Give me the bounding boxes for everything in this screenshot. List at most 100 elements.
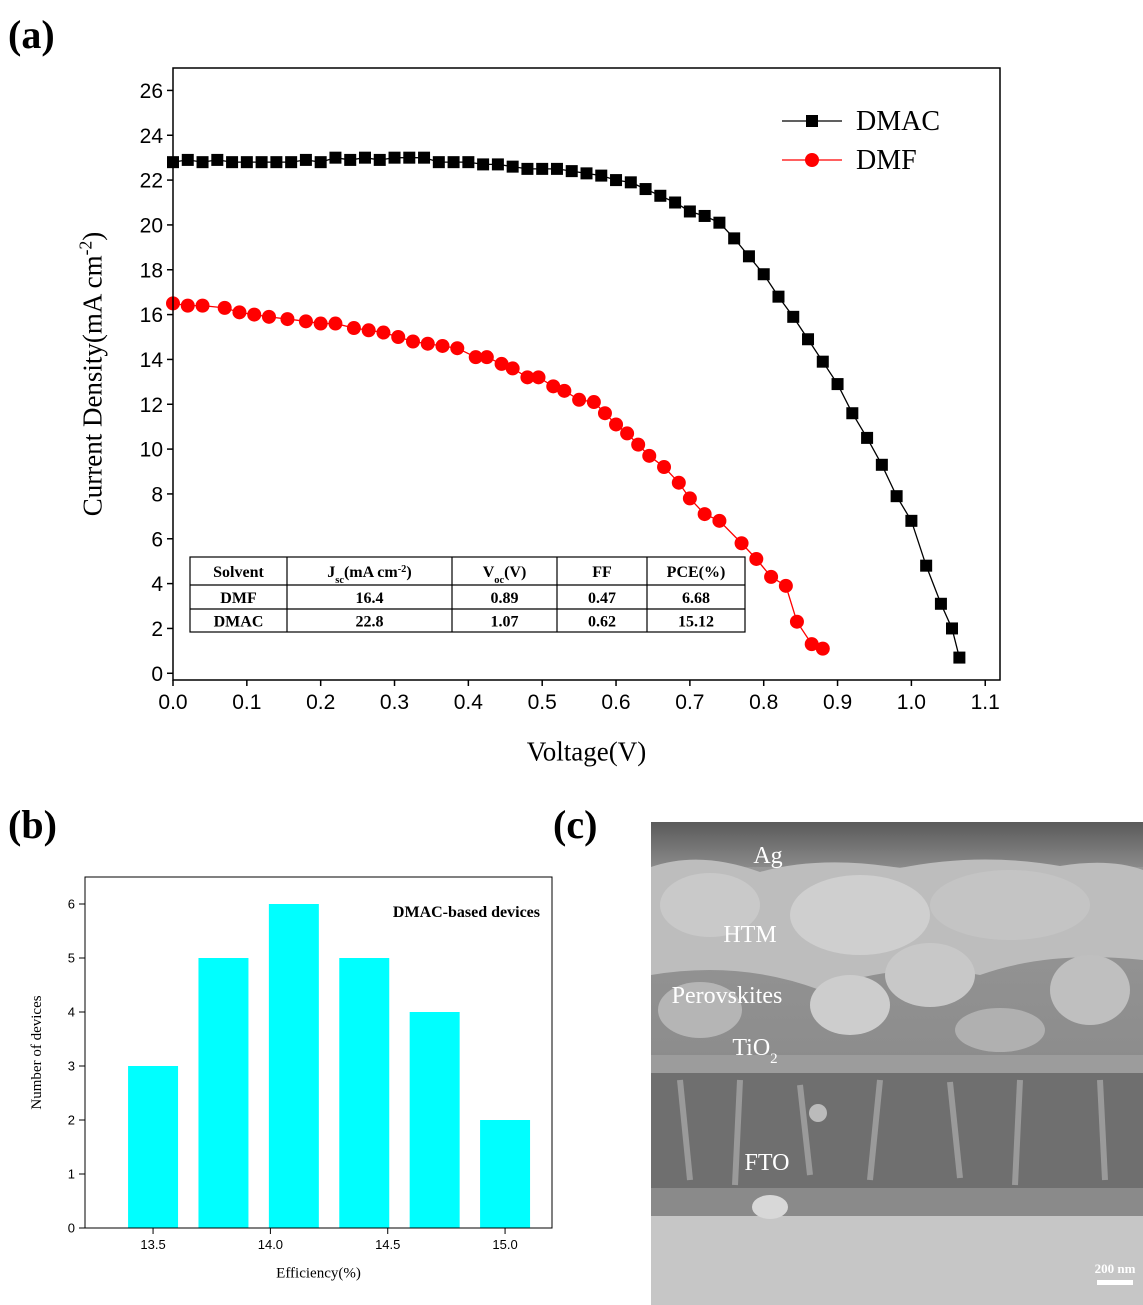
y-tick-label: 3: [68, 1059, 75, 1074]
series-line: [172, 302, 824, 650]
marker: [831, 378, 844, 391]
marker: [595, 169, 608, 182]
marker: [344, 153, 357, 166]
x-tick-label: 14.5: [375, 1237, 400, 1252]
x-tick-label: 0.7: [675, 691, 704, 714]
marker: [462, 156, 475, 169]
marker: [846, 407, 859, 420]
bar: [128, 1066, 179, 1228]
text-part: ): [78, 232, 108, 241]
x-tick-label: 0.1: [232, 691, 261, 714]
marker: [247, 307, 262, 322]
panel-label: (b): [8, 802, 57, 847]
x-tick-label: 0.6: [601, 691, 630, 714]
marker: [226, 156, 239, 169]
marker: [624, 176, 637, 189]
marker: [787, 310, 800, 323]
marker: [196, 156, 209, 169]
layer-label: Ag: [753, 843, 782, 869]
table-cell: 1.07: [491, 614, 519, 631]
marker: [418, 151, 431, 164]
table-cell: PCE(%): [667, 564, 726, 581]
marker: [642, 448, 657, 463]
marker: [521, 162, 534, 175]
marker: [772, 290, 785, 303]
marker: [388, 151, 401, 164]
marker: [180, 298, 195, 313]
y-tick-label: 6: [151, 528, 163, 551]
marker: [403, 151, 416, 164]
legend-marker: [805, 153, 819, 167]
marker: [232, 305, 247, 320]
x-tick-label: 13.5: [140, 1237, 165, 1252]
y-tick-label: 14: [140, 349, 164, 372]
text-part: -2: [398, 564, 407, 575]
text-part: ): [406, 564, 411, 581]
table-cell: DMAC: [214, 614, 264, 631]
y-tick-label: 1: [68, 1167, 75, 1182]
x-tick-label: 14.0: [258, 1237, 283, 1252]
text-part: oc: [494, 575, 504, 586]
marker: [479, 350, 494, 365]
y-tick-label: 18: [140, 259, 163, 282]
panel-label: (a): [8, 12, 55, 57]
marker: [657, 460, 672, 475]
marker: [280, 312, 295, 327]
y-tick-label: 22: [140, 170, 163, 193]
marker: [905, 514, 918, 527]
marker: [181, 153, 194, 166]
y-tick-label: 26: [140, 80, 163, 103]
y-axis-label: Current Density(mA cm-2): [76, 232, 108, 517]
marker: [580, 167, 593, 180]
y-tick-label: 12: [140, 394, 163, 417]
scale-bar-label: 200 nm: [1095, 1261, 1136, 1276]
x-tick-label: 0.5: [528, 691, 557, 714]
marker: [920, 559, 933, 572]
x-tick-label: 0.3: [380, 691, 409, 714]
table-cell: 0.62: [588, 614, 616, 631]
marker: [298, 314, 313, 329]
marker: [682, 491, 697, 506]
y-tick-label: 20: [140, 214, 163, 237]
text-part: sc: [335, 575, 344, 586]
marker: [671, 475, 686, 490]
marker: [328, 316, 343, 331]
marker: [815, 641, 830, 656]
y-tick-label: 2: [151, 618, 163, 641]
text-part: -2: [76, 241, 96, 256]
bar: [198, 958, 249, 1228]
bar: [409, 1012, 460, 1228]
marker: [875, 458, 888, 471]
label-part: 2: [770, 1051, 778, 1067]
marker: [270, 156, 283, 169]
marker: [639, 183, 652, 196]
marker: [565, 165, 578, 178]
layer-label: FTO: [745, 1150, 790, 1176]
scale-bar: [1097, 1280, 1133, 1285]
x-tick-label: 1.0: [897, 691, 926, 714]
layer-label: Perovskites: [672, 983, 783, 1009]
x-axis-label: Voltage(V): [527, 736, 646, 766]
marker: [299, 153, 312, 166]
table-box: [189, 556, 746, 633]
panel-label: (c): [553, 802, 597, 847]
y-tick-label: 5: [68, 951, 75, 966]
y-tick-label: 2: [68, 1113, 75, 1128]
bar: [268, 904, 319, 1228]
marker: [610, 174, 623, 187]
marker: [816, 355, 829, 368]
marker: [329, 151, 342, 164]
text-part: V: [483, 564, 495, 581]
marker: [361, 323, 376, 338]
marker: [346, 321, 361, 336]
text-part: (mA cm: [344, 564, 398, 581]
table-cell: 0.89: [491, 590, 519, 607]
marker: [505, 361, 520, 376]
marker: [450, 341, 465, 356]
x-tick-label: 0.9: [823, 691, 852, 714]
marker: [572, 392, 587, 407]
marker: [764, 569, 779, 584]
table-cell: DMF: [220, 590, 257, 607]
marker: [550, 162, 563, 175]
marker: [804, 637, 819, 652]
